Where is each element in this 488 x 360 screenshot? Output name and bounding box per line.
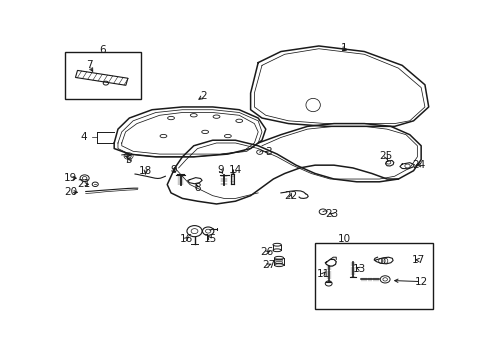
Text: 12: 12 (414, 276, 427, 287)
Text: 4: 4 (81, 132, 87, 143)
Text: 14: 14 (228, 165, 242, 175)
Text: 23: 23 (325, 209, 338, 219)
Text: 1: 1 (341, 42, 347, 53)
Text: 5: 5 (125, 155, 132, 165)
Text: 13: 13 (352, 264, 365, 274)
Text: 7: 7 (86, 60, 93, 70)
Text: 21: 21 (77, 179, 90, 189)
Text: 8: 8 (194, 183, 201, 193)
FancyBboxPatch shape (65, 51, 141, 99)
Text: 22: 22 (284, 191, 297, 201)
Text: 25: 25 (379, 151, 392, 161)
FancyBboxPatch shape (314, 243, 432, 309)
Text: 26: 26 (260, 247, 273, 257)
Text: 3: 3 (264, 147, 271, 157)
Text: 9: 9 (170, 165, 176, 175)
Text: 15: 15 (203, 234, 216, 244)
Text: 9: 9 (217, 165, 223, 175)
Text: 20: 20 (64, 187, 77, 197)
Text: 10: 10 (337, 234, 350, 244)
Text: 27: 27 (261, 260, 274, 270)
Text: 24: 24 (412, 160, 425, 170)
Text: 16: 16 (179, 234, 192, 244)
Text: 6: 6 (99, 45, 106, 55)
Text: 2: 2 (200, 91, 206, 102)
Text: 19: 19 (64, 173, 77, 183)
Text: 18: 18 (139, 166, 152, 176)
Text: 17: 17 (411, 255, 424, 265)
Text: 11: 11 (316, 269, 329, 279)
